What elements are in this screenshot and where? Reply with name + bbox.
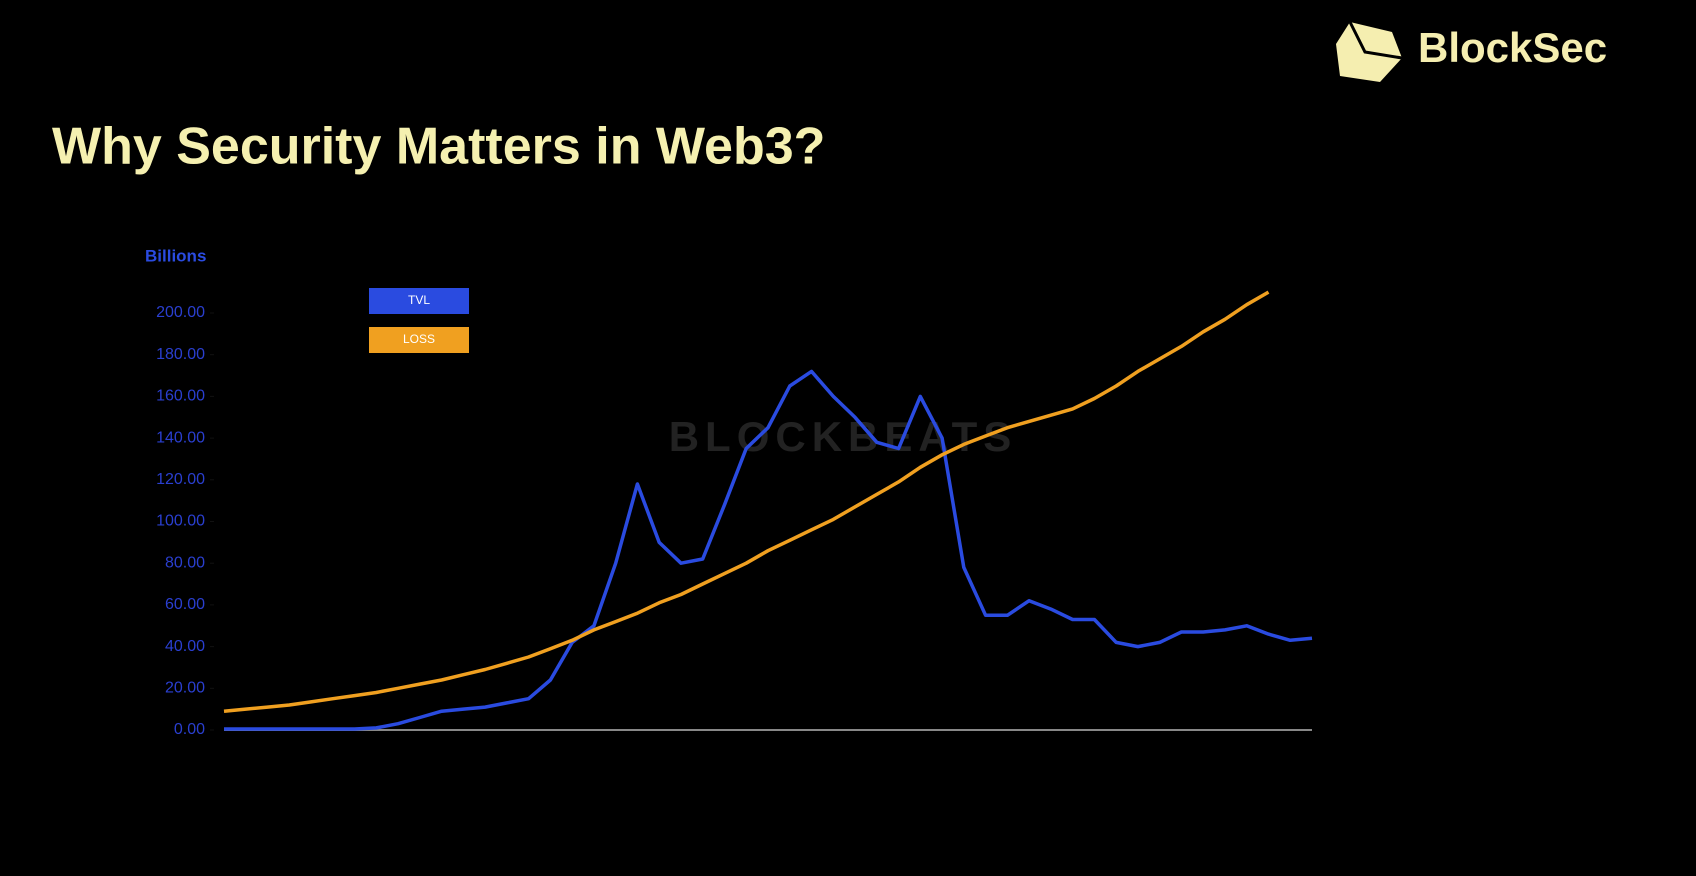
series-line	[224, 369, 1313, 731]
series-line	[223, 290, 1270, 713]
slide-title: Why Security Matters in Web3?	[52, 118, 825, 176]
y-axis-label: Billions	[145, 246, 206, 265]
y-tick-label: 20.00	[165, 680, 205, 697]
y-tick-label: 140.00	[156, 429, 205, 446]
y-tick-label: 60.00	[165, 596, 205, 613]
y-tick-label: 200.00	[156, 304, 205, 321]
y-tick-label: 180.00	[156, 346, 205, 363]
logo-facet	[1348, 21, 1403, 60]
brand-name: BlockSec	[1418, 24, 1607, 71]
legend-swatch	[369, 327, 469, 353]
y-tick-label: 100.00	[156, 513, 205, 530]
legend-swatch	[369, 288, 469, 314]
brand-logo: BlockSec	[1336, 21, 1607, 82]
y-tick-label: 40.00	[165, 638, 205, 655]
legend-label: LOSS	[403, 332, 435, 346]
y-tick-label: 120.00	[156, 471, 205, 488]
watermark: BLOCKBEATS	[669, 413, 1018, 460]
legend-label: TVL	[408, 293, 430, 307]
y-tick-label: 80.00	[165, 554, 205, 571]
y-tick-label: 0.00	[174, 721, 205, 738]
y-tick-label: 160.00	[156, 388, 205, 405]
